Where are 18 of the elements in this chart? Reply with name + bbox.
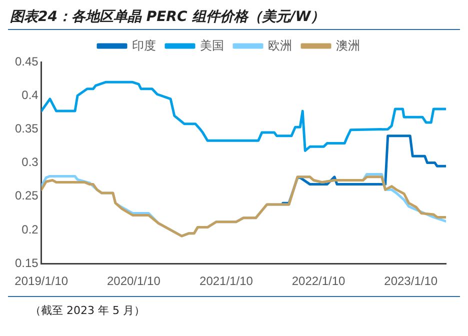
legend-label: 美国 (200, 38, 224, 52)
y-tick-label: 0.35 (14, 122, 39, 136)
y-tick-label: 0.4 (22, 88, 39, 102)
legend-label: 欧洲 (268, 38, 292, 52)
y-tick-label: 0.15 (14, 256, 39, 270)
text: （截至 2023 年 5 月） (30, 303, 146, 318)
x-tick-label: 2021/1/10 (200, 274, 254, 288)
x-tick-label: 2023/1/10 (384, 274, 438, 288)
x-tick-label: 2022/1/10 (292, 274, 346, 288)
x-tick-label: 2019/1/10 (14, 274, 68, 288)
x-tick-label: 2020/1/10 (106, 274, 161, 288)
chart-title: 图表24：各地区单晶 PERC 组件价格（美元/W） (8, 8, 460, 30)
y-tick-label: 0.25 (14, 188, 39, 203)
y-tick-label: 0.45 (14, 54, 39, 68)
legend-label: 印度 (132, 38, 156, 52)
legend-label: 澳洲 (336, 38, 360, 52)
y-tick-label: 0.2 (22, 222, 39, 236)
y-tick-label: 0.3 (22, 155, 39, 170)
